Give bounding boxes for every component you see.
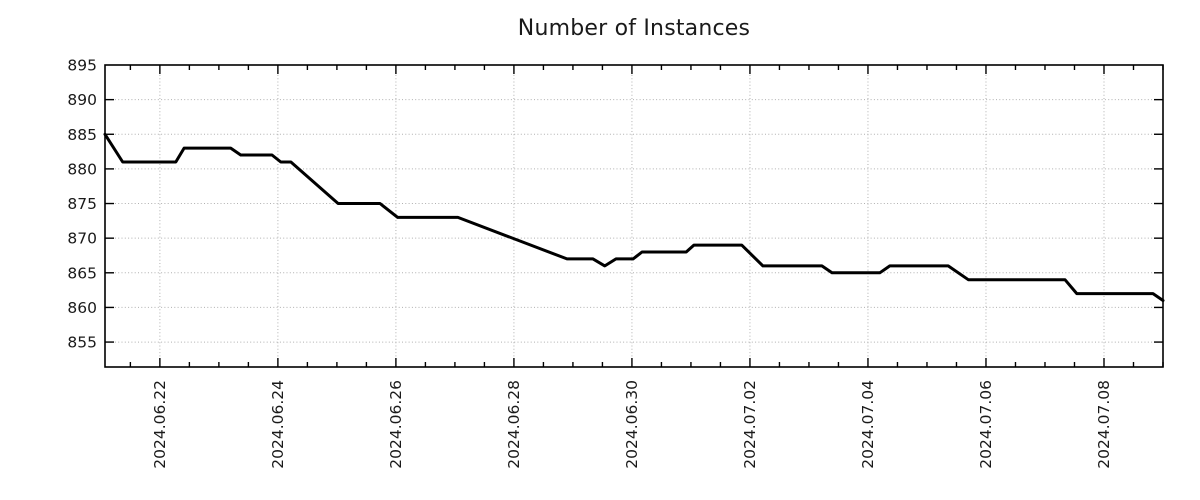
x-tick-label: 2024.06.30: [623, 380, 641, 469]
y-tick-label: 880: [67, 160, 97, 178]
y-tick-label: 865: [67, 264, 97, 282]
x-tick-label: 2024.06.28: [505, 380, 523, 469]
plot-border: [104, 64, 1164, 368]
y-tick-label: 860: [67, 299, 97, 317]
y-tick-label: 875: [67, 195, 97, 213]
chart-title: Number of Instances: [517, 16, 751, 41]
y-tick-label: 885: [67, 126, 97, 144]
x-tick-label: 2024.07.02: [741, 380, 759, 469]
y-tick-label: 855: [67, 334, 97, 352]
y-tick-label: 890: [67, 91, 97, 109]
x-tick-label: 2024.06.22: [151, 380, 169, 469]
x-tick-label: 2024.07.08: [1095, 380, 1113, 469]
x-tick-label: 2024.06.24: [269, 380, 287, 469]
x-tick-label: 2024.06.26: [387, 380, 405, 469]
y-tick-label: 895: [67, 57, 97, 75]
y-tick-label: 870: [67, 230, 97, 248]
x-tick-label: 2024.07.04: [859, 380, 877, 469]
x-tick-label: 2024.07.06: [977, 380, 995, 469]
series-line: [103, 132, 1165, 302]
